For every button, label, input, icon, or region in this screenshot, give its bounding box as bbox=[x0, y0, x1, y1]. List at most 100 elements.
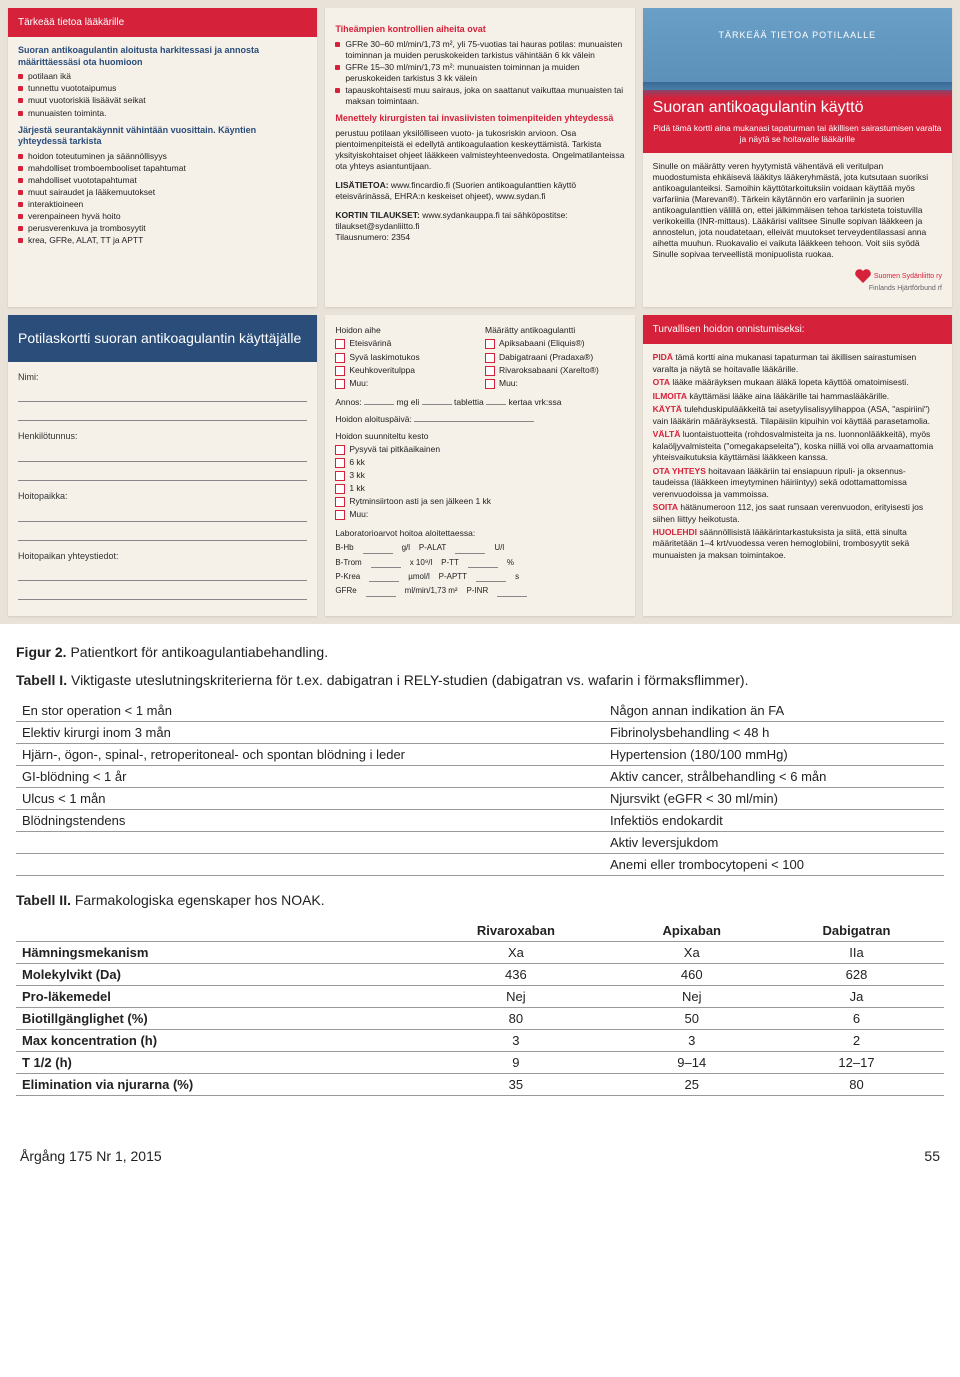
checkbox-list: Pysyvä tai pitkäaikainen6 kk3 kk1 kkRytm… bbox=[335, 444, 624, 520]
table-cell: 25 bbox=[615, 1074, 769, 1096]
list-item: 6 kk bbox=[335, 457, 624, 468]
table2-caption: Tabell II. Farmakologiska egenskaper hos… bbox=[16, 892, 944, 908]
list-item: interaktioineen bbox=[18, 199, 307, 210]
order-label: KORTIN TILAUKSET: bbox=[335, 210, 420, 220]
table-row: Molekylvikt (Da)436460628 bbox=[16, 964, 944, 986]
field-line bbox=[18, 391, 307, 402]
table-cell: Nej bbox=[615, 986, 769, 1008]
field-label: Nimi: bbox=[18, 372, 307, 384]
table-cell: Elektiv kirurgi inom 3 mån bbox=[16, 722, 604, 744]
list-item: mahdolliset vuototapahtumat bbox=[18, 175, 307, 186]
table-row: Anemi eller trombocytopeni < 100 bbox=[16, 854, 944, 876]
list-item: tunnettu vuototaipumus bbox=[18, 83, 307, 94]
advice-item: OTA lääke määräyksen mukaan äläkä lopeta… bbox=[653, 377, 942, 388]
list-item: munuaisten toiminta. bbox=[18, 108, 307, 119]
logo-text-2: Finlands Hjärtförbund rf bbox=[869, 285, 942, 292]
table-row: Ulcus < 1 månNjursvikt (eGFR < 30 ml/min… bbox=[16, 788, 944, 810]
cards-row-1: Tärkeää tietoa lääkärille Suoran antikoa… bbox=[0, 0, 960, 315]
list-item: potilaan ikä bbox=[18, 71, 307, 82]
figure-caption: Figur 2. Patientkort för antikoagulantia… bbox=[16, 644, 944, 660]
list-item: 1 kk bbox=[335, 483, 624, 494]
section-heading: Suoran antikoagulantin aloitusta harkite… bbox=[18, 45, 307, 68]
table-cell: Xa bbox=[417, 942, 614, 964]
table-cell: Infektiös endokardit bbox=[604, 810, 944, 832]
lab-values: B-Hbg/l P-ALATU/lB-Tromx 10⁹/l P-TT%P-Kr… bbox=[335, 543, 624, 597]
exclusion-criteria-table: En stor operation < 1 månNågon annan ind… bbox=[16, 700, 944, 876]
info-label: LISÄTIETOA: bbox=[335, 180, 388, 190]
table-cell: 9 bbox=[417, 1052, 614, 1074]
patient-card-form: Potilaskortti suoran antikoagulantin käy… bbox=[8, 315, 317, 616]
red-subheader: Suoran antikoagulantin käyttö Pidä tämä … bbox=[643, 90, 952, 153]
advice-item: KÄYTÄ tulehduskipulääkkeitä tai asetyyli… bbox=[653, 404, 942, 427]
table-cell: Njursvikt (eGFR < 30 ml/min) bbox=[604, 788, 944, 810]
page-footer: Årgång 175 Nr 1, 2015 55 bbox=[0, 1108, 960, 1174]
table-cell: Hypertension (180/100 mmHg) bbox=[604, 744, 944, 766]
bullet-list: GFRe 30–60 ml/min/1,73 m², yli 75-vuotia… bbox=[335, 39, 624, 107]
list-item: GFRe 15–30 ml/min/1,73 m²: munuaisten to… bbox=[335, 62, 624, 84]
paragraph-text: perustuu potilaan yksilölliseen vuoto- j… bbox=[335, 128, 624, 172]
list-item: Dabigatraani (Pradaxa®) bbox=[485, 352, 625, 363]
heart-logo: Suomen Sydänliitto ry Finlands Hjärtförb… bbox=[653, 268, 942, 293]
figure-label: Figur 2. bbox=[16, 644, 67, 660]
card-header: Tärkeää tietoa lääkärille bbox=[8, 8, 317, 37]
patient-info-card: TÄRKEÄÄ TIETOA POTILAALLE Suoran antikoa… bbox=[643, 8, 952, 307]
table-cell: 6 bbox=[769, 1008, 944, 1030]
list-item: muut sairaudet ja lääkemuutokset bbox=[18, 187, 307, 198]
table-desc: Viktigaste uteslutningskriterierna för t… bbox=[71, 672, 749, 688]
table-header-cell: Apixaban bbox=[615, 920, 769, 942]
dose-text: mg eli bbox=[397, 397, 420, 407]
list-item: hoidon toteutuminen ja säännöllisyys bbox=[18, 151, 307, 162]
table-row: Elimination via njurarna (%)352580 bbox=[16, 1074, 944, 1096]
table-row: Max koncentration (h)332 bbox=[16, 1030, 944, 1052]
bullet-list: potilaan ikätunnettu vuototaipumusmuut v… bbox=[18, 71, 307, 118]
list-item: Pysyvä tai pitkäaikainen bbox=[335, 444, 624, 455]
order-block: KORTIN TILAUKSET: www.sydankauppa.fi tai… bbox=[335, 210, 624, 243]
banner-text: TÄRKEÄÄ TIETOA POTILAALLE bbox=[718, 30, 876, 40]
card-subtitle: Pidä tämä kortti aina mukanasi tapaturma… bbox=[653, 123, 942, 145]
dose-text: tablettia bbox=[454, 397, 484, 407]
table-label: Tabell I. bbox=[16, 672, 67, 688]
safety-advice-card: Turvallisen hoidon onnistumiseksi: PIDÄ … bbox=[643, 315, 952, 616]
table-cell: 80 bbox=[769, 1074, 944, 1096]
lab-heading: Laboratorioarvot hoitoa aloitettaessa: bbox=[335, 528, 624, 539]
logo-text-1: Suomen Sydänliitto ry bbox=[874, 273, 942, 280]
section-heading: Järjestä seurantakäynnit vähintään vuosi… bbox=[18, 125, 307, 148]
dose-label: Annos: bbox=[335, 397, 361, 407]
banner-image: TÄRKEÄÄ TIETOA POTILAALLE bbox=[643, 8, 952, 90]
table-cell: Pro-läkemedel bbox=[16, 986, 417, 1008]
table-cell: Ulcus < 1 mån bbox=[16, 788, 604, 810]
bullet-list: hoidon toteutuminen ja säännöllisyysmahd… bbox=[18, 151, 307, 246]
table-header-cell: Dabigatran bbox=[769, 920, 944, 942]
table-cell: Biotillgänglighet (%) bbox=[16, 1008, 417, 1030]
prescription-form-card: Hoidon aihe EteisvärinäSyvä laskimotukos… bbox=[325, 315, 634, 616]
table-cell: IIa bbox=[769, 942, 944, 964]
content-below: Figur 2. Patientkort för antikoagulantia… bbox=[0, 624, 960, 1108]
table-cell: 3 bbox=[615, 1030, 769, 1052]
doctor-info-card-mid: Tiheämpien kontrollien aiheita ovat GFRe… bbox=[325, 8, 634, 307]
table-cell: Hjärn-, ögon-, spinal-, retroperitoneal-… bbox=[16, 744, 604, 766]
list-item: Keuhkoveritulppa bbox=[335, 365, 475, 376]
field-label: Hoitopaikan yhteystiedot: bbox=[18, 551, 307, 563]
table-row: En stor operation < 1 månNågon annan ind… bbox=[16, 700, 944, 722]
table-row: BlödningstendensInfektiös endokardit bbox=[16, 810, 944, 832]
doctor-info-card-left: Tärkeää tietoa lääkärille Suoran antikoa… bbox=[8, 8, 317, 307]
field-line bbox=[18, 451, 307, 462]
table-desc: Farmakologiska egenskaper hos NOAK. bbox=[75, 892, 325, 908]
field-line bbox=[18, 530, 307, 541]
table-cell bbox=[16, 854, 604, 876]
table-row: HämningsmekanismXaXaIIa bbox=[16, 942, 944, 964]
section-heading: Menettely kirurgisten tai invasiivisten … bbox=[335, 113, 624, 125]
section-heading: Tiheämpien kontrollien aiheita ovat bbox=[335, 24, 624, 36]
table-header-cell: Rivaroxaban bbox=[417, 920, 614, 942]
checkbox-list: EteisvärinäSyvä laskimotukosKeuhkoveritu… bbox=[335, 338, 475, 388]
table-cell: Fibrinolysbehandling < 48 h bbox=[604, 722, 944, 744]
field-line bbox=[18, 570, 307, 581]
field-line bbox=[18, 511, 307, 522]
list-item: Rytminsiirtoon asti ja sen jälkeen 1 kk bbox=[335, 496, 624, 507]
table-row: Aktiv leversjukdom bbox=[16, 832, 944, 854]
list-item: mahdolliset tromboembooliset tapahtumat bbox=[18, 163, 307, 174]
list-item: GFRe 30–60 ml/min/1,73 m², yli 75-vuotia… bbox=[335, 39, 624, 61]
table-row: T 1/2 (h)99–1412–17 bbox=[16, 1052, 944, 1074]
table-cell: Hämningsmekanism bbox=[16, 942, 417, 964]
table-row: Biotillgänglighet (%)80506 bbox=[16, 1008, 944, 1030]
